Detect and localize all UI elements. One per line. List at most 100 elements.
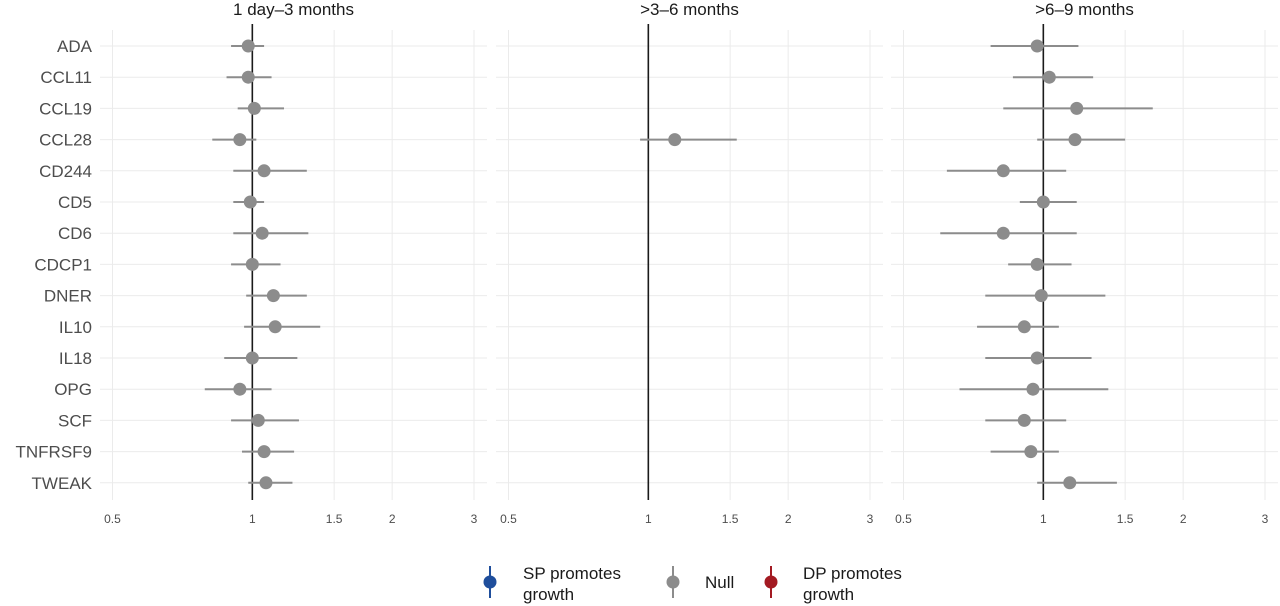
estimate-tweak — [1037, 476, 1117, 490]
point-estimate — [1026, 382, 1040, 396]
point-estimate — [247, 101, 261, 115]
point-estimate — [1068, 133, 1082, 147]
y-label-ada: ADA — [57, 37, 93, 56]
point-estimate — [233, 382, 247, 396]
y-label-tnfrsf9: TNFRSF9 — [16, 443, 93, 462]
x-tick-label: 1.5 — [1117, 512, 1134, 526]
estimate-il10 — [977, 320, 1059, 334]
y-label-opg: OPG — [54, 380, 92, 399]
legend-label: growth — [803, 585, 854, 604]
legend-label: DP promotes — [803, 564, 902, 583]
x-tick-label: 1 — [1040, 512, 1047, 526]
point-estimate — [1030, 39, 1044, 53]
estimate-ccl19 — [237, 101, 285, 115]
point-estimate — [1030, 257, 1044, 271]
x-tick-label: 2 — [1180, 512, 1187, 526]
estimate-ada — [231, 39, 265, 53]
legend-item-1: SP promotes growth — [483, 564, 621, 604]
point-estimate — [1034, 289, 1048, 303]
x-tick-label: 3 — [1262, 512, 1269, 526]
x-tick-label: 1 — [249, 512, 256, 526]
point-estimate — [1024, 445, 1038, 459]
point-estimate — [668, 133, 682, 147]
y-label-tweak: TWEAK — [32, 474, 93, 493]
panels-layer: 1 day–3 months 0.5 1 1.5 2 3 >3–6 months 0.5 1 1.… — [100, 0, 1278, 526]
estimate-dner — [246, 289, 307, 303]
estimate-scf — [985, 413, 1067, 427]
x-tick-label: 0.5 — [104, 512, 121, 526]
panel-title: >6–9 months — [1035, 0, 1134, 19]
point-estimate — [243, 195, 257, 209]
point-estimate — [1030, 351, 1044, 365]
x-tick-label: 0.5 — [895, 512, 912, 526]
point-estimate — [259, 476, 273, 490]
legend-key-point — [483, 575, 497, 589]
point-estimate — [233, 133, 247, 147]
x-tick-label: 3 — [471, 512, 478, 526]
grid — [496, 30, 883, 500]
grid — [891, 30, 1278, 500]
x-tick-label: 1.5 — [722, 512, 739, 526]
legend: SP promotes growth Null DP promotes growth — [483, 564, 902, 604]
estimate-cd244 — [946, 164, 1067, 178]
point-estimate — [241, 39, 255, 53]
x-tick-label: 3 — [867, 512, 874, 526]
y-label-ccl11: CCL11 — [40, 68, 92, 87]
y-axis-labels: ADA CCL11 CCL19 CCL28 CD244 CD5 CD6 CDCP1 DNER IL… — [16, 37, 93, 493]
y-label-cdcp1: CDCP1 — [34, 255, 92, 274]
y-label-cd6: CD6 — [58, 224, 92, 243]
legend-item-2: Null — [666, 566, 734, 598]
point-estimate — [996, 164, 1010, 178]
point-estimate — [257, 445, 271, 459]
estimate-cd5 — [1019, 195, 1077, 209]
y-label-dner: DNER — [44, 287, 92, 306]
estimate-cd5 — [233, 195, 265, 209]
x-tick-label: 2 — [389, 512, 396, 526]
point-estimate — [1036, 195, 1050, 209]
estimate-tnfrsf9 — [241, 445, 295, 459]
point-estimate — [245, 257, 259, 271]
estimate-cd6 — [233, 226, 309, 240]
y-label-cd244: CD244 — [39, 162, 92, 181]
point-estimate — [1017, 320, 1031, 334]
estimate-il18 — [985, 351, 1092, 365]
y-label-ccl19: CCL19 — [39, 99, 92, 118]
y-label-il18: IL18 — [59, 349, 92, 368]
point-estimate — [266, 289, 280, 303]
y-label-scf: SCF — [58, 411, 92, 430]
point-estimate — [255, 226, 269, 240]
estimate-ccl28 — [212, 133, 257, 147]
point-estimate — [251, 413, 265, 427]
grid — [100, 30, 487, 500]
point-estimate — [1070, 101, 1084, 115]
estimate-il18 — [224, 351, 298, 365]
estimate-ada — [990, 39, 1079, 53]
legend-label: growth — [523, 585, 574, 604]
estimate-ccl28 — [1037, 133, 1126, 147]
y-label-cd5: CD5 — [58, 193, 92, 212]
estimate-opg — [204, 382, 272, 396]
y-label-il10: IL10 — [59, 318, 92, 337]
panel-title: >3–6 months — [640, 0, 739, 19]
estimate-cdcp1 — [1008, 257, 1072, 271]
estimate-opg — [959, 382, 1109, 396]
estimate-scf — [231, 413, 299, 427]
estimate-cd244 — [233, 164, 307, 178]
estimate-cdcp1 — [231, 257, 281, 271]
point-estimate — [241, 70, 255, 84]
point-estimate — [1063, 476, 1077, 490]
estimate-ccl28 — [640, 133, 737, 147]
point-estimate — [1042, 70, 1056, 84]
panel-3: >6–9 months 0.5 1 1.5 2 3 — [891, 0, 1278, 526]
panel-1: 1 day–3 months 0.5 1 1.5 2 3 — [100, 0, 487, 526]
estimate-dner — [985, 289, 1106, 303]
estimate-tnfrsf9 — [990, 445, 1059, 459]
point-estimate — [1017, 413, 1031, 427]
point-estimate — [996, 226, 1010, 240]
legend-item-3: DP promotes growth — [764, 564, 902, 604]
x-tick-label: 1 — [645, 512, 652, 526]
x-tick-label: 2 — [785, 512, 792, 526]
point-estimate — [257, 164, 271, 178]
legend-label: Null — [705, 573, 734, 592]
